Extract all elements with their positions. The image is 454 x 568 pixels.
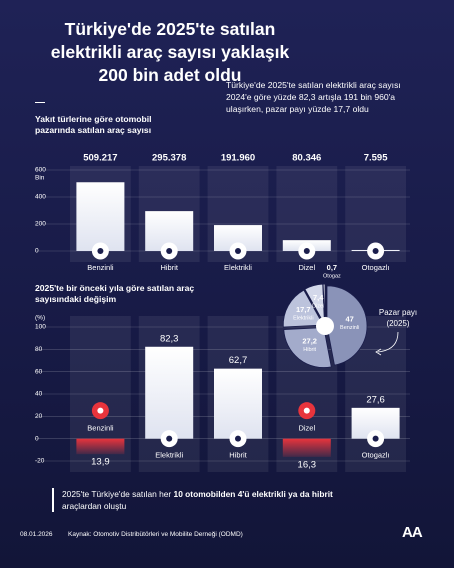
slice-label: Hibrit <box>303 347 316 353</box>
subtitle: Türkiye'de 2025'te satılan elektrikli ar… <box>226 80 401 114</box>
bar <box>76 438 125 455</box>
x-tick-label: Elektrikli <box>155 451 183 460</box>
value-label: 7.595 <box>364 153 388 164</box>
bar <box>214 368 262 439</box>
bar <box>145 346 194 439</box>
icon-glyph <box>372 435 379 442</box>
icon-glyph <box>166 248 173 254</box>
divider <box>35 102 45 103</box>
y-tick-label: 20 <box>35 413 43 420</box>
chart-title: 2025'te bir önceki yıla göre satılan ara… <box>35 283 195 304</box>
value-label: 191.960 <box>221 153 255 164</box>
note: 2025'te Türkiye'de satılan her 10 otomob… <box>52 488 362 512</box>
x-tick-label: Benzinli <box>87 424 114 433</box>
pie-slice <box>282 289 324 328</box>
value-label: 295.378 <box>152 153 186 164</box>
y-unit: (%) <box>35 315 45 322</box>
x-tick-label: Dizel <box>298 424 315 433</box>
arrow <box>377 331 399 353</box>
icon-glyph <box>97 407 104 414</box>
pie-slice <box>283 327 332 368</box>
y-tick-label: 0 <box>35 435 39 442</box>
x-tick-label: Hibrit <box>229 451 247 460</box>
value-label: 509.217 <box>83 153 117 164</box>
pie-center-label: % <box>321 322 328 331</box>
x-tick-label: Benzinli <box>87 263 114 272</box>
icon-glyph <box>303 407 310 414</box>
slice-label: Dizel <box>312 304 324 310</box>
bar <box>76 182 125 251</box>
icon-glyph <box>235 435 241 442</box>
y-tick-label: 40 <box>35 391 43 398</box>
x-tick-label: Elektrikli <box>224 263 252 272</box>
note-text: araçlardan oluştu <box>62 501 127 511</box>
note-text: 2025'te Türkiye'de satılan her <box>62 489 174 499</box>
slice-value: 47 <box>346 315 354 324</box>
y-tick-label: 200 <box>35 221 46 228</box>
date: 08.01.2026 <box>20 531 53 538</box>
x-tick-label: Otogazlı <box>362 451 390 460</box>
note-bold: 10 otomobilden 4'ü elektrikli ya da hibr… <box>173 489 333 499</box>
icon-glyph <box>303 248 310 254</box>
slice-value: 7,4 <box>313 293 324 302</box>
value-label: 27,6 <box>366 394 385 405</box>
slice-value: 0,7 <box>327 263 337 272</box>
slice-value: 17,7 <box>296 305 311 314</box>
y-unit: Bin <box>35 175 45 182</box>
slice-label: Elektrikli <box>293 315 313 321</box>
icon-glyph <box>235 248 241 254</box>
logo: AA <box>402 524 423 541</box>
y-tick-label: 600 <box>35 167 46 174</box>
value-label: 80.346 <box>292 153 321 164</box>
value-label: 16,3 <box>298 459 317 470</box>
slice-label: Otogaz <box>323 273 341 279</box>
y-tick-label: 100 <box>35 324 46 331</box>
value-label: 62,7 <box>229 355 248 366</box>
value-label: 82,3 <box>160 333 179 344</box>
title: Türkiye'de 2025'te satılan elektrikli ar… <box>50 19 290 85</box>
y-tick-label: 60 <box>35 368 43 375</box>
pie-slice <box>326 285 368 366</box>
x-tick-label: Dizel <box>298 263 315 272</box>
icon-glyph <box>372 248 379 254</box>
y-tick-label: 400 <box>35 194 46 201</box>
x-tick-label: Hibrit <box>160 263 178 272</box>
slice-value: 27,2 <box>302 336 317 345</box>
bar <box>282 438 331 457</box>
slice-label: Benzinli <box>340 325 359 331</box>
pie-title: Pazar payı (2025) <box>379 308 417 328</box>
icon-glyph <box>166 435 173 442</box>
chart-title: Yakıt türlerine göre otomobil pazarında … <box>35 114 152 135</box>
y-tick-label: 0 <box>35 248 39 255</box>
x-tick-label: Otogazlı <box>362 263 390 272</box>
arrow-head <box>375 348 382 356</box>
y-tick-label: 80 <box>35 346 43 353</box>
pie-slice <box>322 283 326 325</box>
icon-glyph <box>97 248 104 254</box>
value-label: 13,9 <box>91 457 110 468</box>
pie-center <box>316 317 334 335</box>
pie-slice <box>304 283 325 325</box>
source: Kaynak: Otomotiv Distribütörleri ve Mobi… <box>68 531 243 538</box>
y-tick-label: -20 <box>35 458 45 465</box>
